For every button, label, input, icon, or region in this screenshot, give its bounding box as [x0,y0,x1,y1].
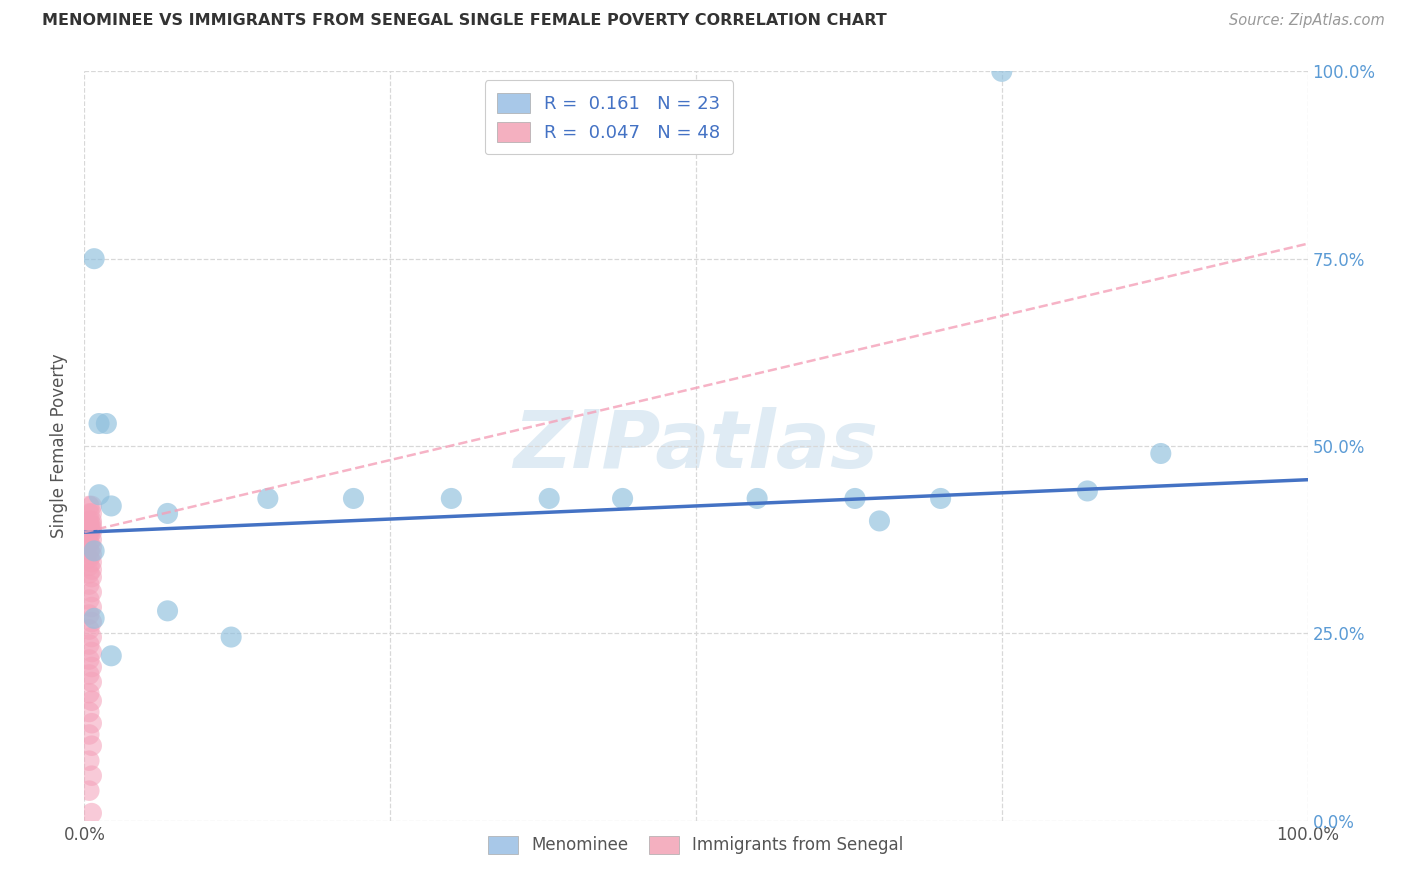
Point [77,754,100,768]
Point [77,551,100,566]
Point [77,638,100,652]
Point [1076,483,1098,498]
Text: ZIPatlas: ZIPatlas [513,407,879,485]
Point [80,675,103,690]
Point [80,533,103,547]
Point [77,592,100,607]
Point [869,514,891,528]
Point [80,630,103,644]
Point [80,600,103,615]
Point [77,566,100,581]
Point [80,585,103,599]
Point [80,548,103,562]
Point [747,491,769,506]
Point [77,507,100,521]
Point [77,652,100,666]
Point [77,783,100,797]
Point [80,615,103,629]
Point [77,514,100,528]
Point [77,727,100,741]
Point [77,517,100,532]
Point [219,630,242,644]
Point [100,499,122,513]
Point [77,536,100,550]
Point [80,806,103,821]
Point [100,648,122,663]
Y-axis label: Single Female Poverty: Single Female Poverty [51,354,69,538]
Point [80,514,103,528]
Point [77,705,100,719]
Point [80,645,103,659]
Point [80,521,103,535]
Point [929,491,952,506]
Point [156,604,179,618]
Point [83,611,105,625]
Point [80,563,103,577]
Point [77,607,100,622]
Point [991,64,1014,78]
Point [77,521,100,535]
Point [844,491,866,506]
Point [77,499,100,513]
Point [96,417,118,431]
Point [80,694,103,708]
Text: MENOMINEE VS IMMIGRANTS FROM SENEGAL SINGLE FEMALE POVERTY CORRELATION CHART: MENOMINEE VS IMMIGRANTS FROM SENEGAL SIN… [42,13,887,29]
Point [80,739,103,753]
Point [257,491,280,506]
Point [77,667,100,681]
Point [77,529,100,543]
Point [80,499,103,513]
Point [538,491,561,506]
Point [80,540,103,554]
Point [77,558,100,573]
Point [80,570,103,584]
Point [77,577,100,591]
Text: Source: ZipAtlas.com: Source: ZipAtlas.com [1229,13,1385,29]
Point [80,769,103,783]
Point [440,491,463,506]
Point [80,507,103,521]
Point [77,525,100,540]
Point [77,544,100,558]
Point [87,488,110,502]
Point [80,716,103,731]
Point [83,252,105,266]
Point [80,660,103,674]
Point [612,491,634,506]
Point [77,686,100,700]
Point [80,555,103,569]
Legend: Menominee, Immigrants from Senegal: Menominee, Immigrants from Senegal [482,829,910,861]
Point [83,544,105,558]
Point [156,507,179,521]
Point [87,417,110,431]
Point [1150,446,1173,460]
Point [80,517,103,532]
Point [77,623,100,637]
Point [80,525,103,540]
Point [342,491,364,506]
